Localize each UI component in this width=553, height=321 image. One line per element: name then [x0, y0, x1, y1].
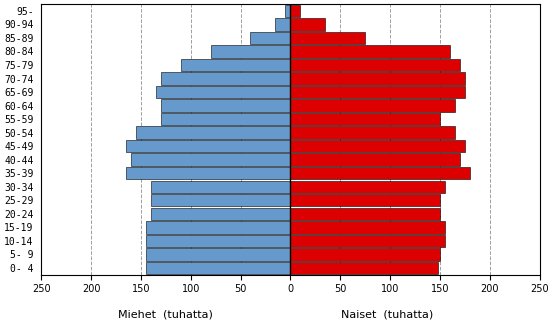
Bar: [290, 100, 455, 112]
Bar: [290, 262, 438, 274]
Bar: [290, 72, 465, 85]
Bar: [290, 18, 325, 31]
Bar: [126, 167, 290, 179]
Bar: [161, 72, 290, 85]
Text: Miehet  (tuhatta): Miehet (tuhatta): [118, 310, 213, 320]
Bar: [290, 221, 445, 234]
Bar: [290, 194, 440, 206]
Bar: [290, 5, 300, 17]
Bar: [290, 140, 465, 152]
Bar: [146, 235, 290, 247]
Bar: [290, 32, 365, 44]
Bar: [290, 59, 460, 71]
Bar: [126, 140, 290, 152]
Bar: [285, 5, 290, 17]
Bar: [156, 86, 290, 98]
Bar: [290, 180, 445, 193]
Bar: [290, 235, 445, 247]
Bar: [131, 153, 290, 166]
Bar: [290, 113, 440, 125]
Bar: [161, 113, 290, 125]
Bar: [161, 100, 290, 112]
Bar: [151, 208, 290, 220]
Bar: [290, 45, 450, 58]
Bar: [181, 59, 290, 71]
Bar: [275, 18, 290, 31]
Bar: [290, 86, 465, 98]
Bar: [290, 167, 469, 179]
Bar: [251, 32, 290, 44]
Bar: [136, 126, 290, 139]
Bar: [146, 262, 290, 274]
Bar: [151, 180, 290, 193]
Bar: [151, 194, 290, 206]
Bar: [290, 208, 440, 220]
Bar: [290, 248, 440, 261]
Bar: [290, 126, 455, 139]
Bar: [146, 221, 290, 234]
Bar: [211, 45, 290, 58]
Bar: [290, 153, 460, 166]
Text: Naiset  (tuhatta): Naiset (tuhatta): [341, 310, 433, 320]
Bar: [146, 248, 290, 261]
